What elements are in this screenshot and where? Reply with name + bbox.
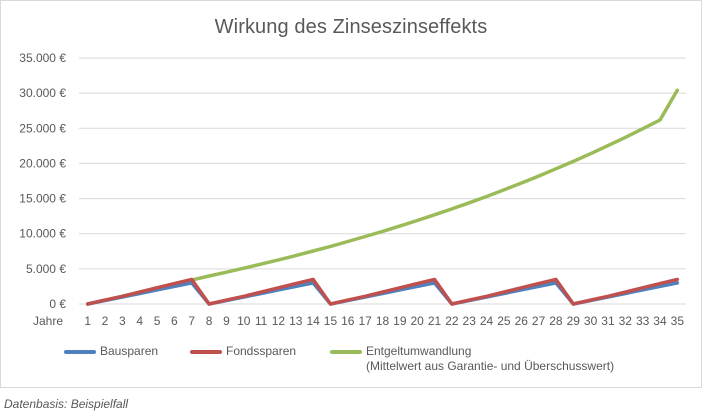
x-tick-label: 24 — [480, 314, 494, 328]
x-tick-label: 3 — [119, 314, 126, 328]
x-tick-label: 17 — [358, 314, 372, 328]
x-tick-label: 25 — [497, 314, 511, 328]
x-tick-label: 8 — [206, 314, 213, 328]
y-tick-label: 15.000 € — [19, 192, 66, 206]
x-tick-label: 19 — [393, 314, 407, 328]
x-tick-label: 26 — [515, 314, 529, 328]
x-tick-label: 2 — [102, 314, 109, 328]
y-tick-label: 10.000 € — [19, 227, 66, 241]
x-tick-label: 27 — [532, 314, 546, 328]
chart-frame — [0, 0, 702, 388]
x-tick-label: 32 — [619, 314, 633, 328]
x-axis-label: Jahre — [33, 314, 63, 328]
x-tick-label: 29 — [567, 314, 581, 328]
chart-plot-area: 35.000 €30.000 €25.000 €20.000 €15.000 €… — [19, 51, 686, 328]
x-tick-label: 34 — [653, 314, 667, 328]
x-tick-label: 13 — [289, 314, 303, 328]
y-tick-label: 5.000 € — [26, 262, 66, 276]
series-line-entgeltumwandlung — [85, 88, 680, 306]
x-tick-label: 5 — [154, 314, 161, 328]
x-tick-label: 1 — [84, 314, 91, 328]
series-line-fondssparen — [85, 277, 680, 306]
footnote: Datenbasis: Beispielfall — [4, 397, 129, 411]
x-tick-label: 30 — [584, 314, 598, 328]
x-tick-label: 15 — [324, 314, 338, 328]
x-tick-label: 28 — [549, 314, 563, 328]
y-tick-label: 20.000 € — [19, 156, 66, 170]
x-tick-label: 14 — [306, 314, 320, 328]
x-tick-label: 18 — [376, 314, 390, 328]
x-tick-label: 7 — [188, 314, 195, 328]
y-tick-label: 0 € — [49, 297, 66, 311]
x-tick-label: 10 — [237, 314, 251, 328]
y-tick-label: 25.000 € — [19, 121, 66, 135]
x-tick-label: 33 — [636, 314, 650, 328]
chart-title: Wirkung des Zinseszinseffekts — [214, 16, 488, 38]
y-tick-label: 35.000 € — [19, 51, 66, 65]
x-tick-label: 31 — [601, 314, 615, 328]
x-tick-label: 9 — [223, 314, 230, 328]
x-tick-label: 35 — [671, 314, 685, 328]
y-tick-label: 30.000 € — [19, 86, 66, 100]
x-tick-label: 16 — [341, 314, 355, 328]
x-tick-label: 11 — [255, 314, 268, 328]
x-tick-label: 23 — [463, 314, 477, 328]
x-tick-label: 4 — [136, 314, 143, 328]
x-tick-label: 6 — [171, 314, 178, 328]
x-tick-label: 12 — [272, 314, 286, 328]
x-tick-label: 20 — [411, 314, 425, 328]
x-tick-label: 21 — [428, 314, 442, 328]
x-tick-label: 22 — [445, 314, 459, 328]
